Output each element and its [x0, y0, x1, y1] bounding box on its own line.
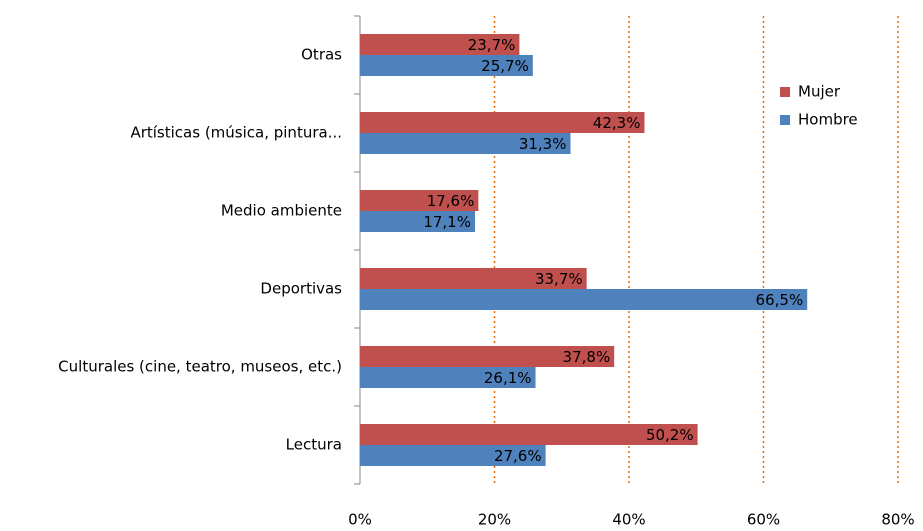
- legend-swatch: [780, 115, 790, 125]
- data-label: 33,7%: [535, 270, 583, 288]
- y-tick-label: Deportivas: [260, 280, 342, 298]
- x-tick-label: 0%: [348, 511, 372, 529]
- bar: [360, 190, 479, 211]
- data-label: 17,6%: [427, 192, 475, 210]
- data-label: 23,7%: [468, 36, 516, 54]
- x-tick-label: 20%: [478, 511, 511, 529]
- bar: [360, 211, 475, 232]
- bar: [360, 424, 698, 445]
- data-label: 37,8%: [563, 348, 611, 366]
- legend-swatch: [780, 87, 790, 97]
- data-label: 66,5%: [756, 291, 804, 309]
- bar: [360, 34, 520, 55]
- data-label: 50,2%: [646, 426, 694, 444]
- bar: [360, 346, 615, 367]
- x-tick-label: 40%: [612, 511, 645, 529]
- x-tick-label: 60%: [747, 511, 780, 529]
- bar: [360, 133, 571, 154]
- data-label: 25,7%: [481, 57, 529, 75]
- data-label: 27,6%: [494, 447, 542, 465]
- legend-label: Hombre: [798, 111, 858, 129]
- bar: [360, 367, 536, 388]
- y-tick-label: Lectura: [286, 436, 342, 454]
- y-tick-label: Medio ambiente: [221, 202, 342, 220]
- data-label: 17,1%: [423, 213, 471, 231]
- bar: [360, 289, 808, 310]
- bar: [360, 112, 645, 133]
- bar: [360, 268, 587, 289]
- data-label: 31,3%: [519, 135, 567, 153]
- data-label: 26,1%: [484, 369, 532, 387]
- data-label: 42,3%: [593, 114, 641, 132]
- x-tick-label: 80%: [881, 511, 914, 529]
- legend-label: Mujer: [798, 83, 841, 101]
- bar: [360, 55, 533, 76]
- y-tick-label: Culturales (cine, teatro, museos, etc.): [58, 358, 342, 376]
- y-tick-label: Otras: [301, 46, 342, 64]
- y-tick-label: Artísticas (música, pintura...: [130, 124, 342, 142]
- bar: [360, 445, 546, 466]
